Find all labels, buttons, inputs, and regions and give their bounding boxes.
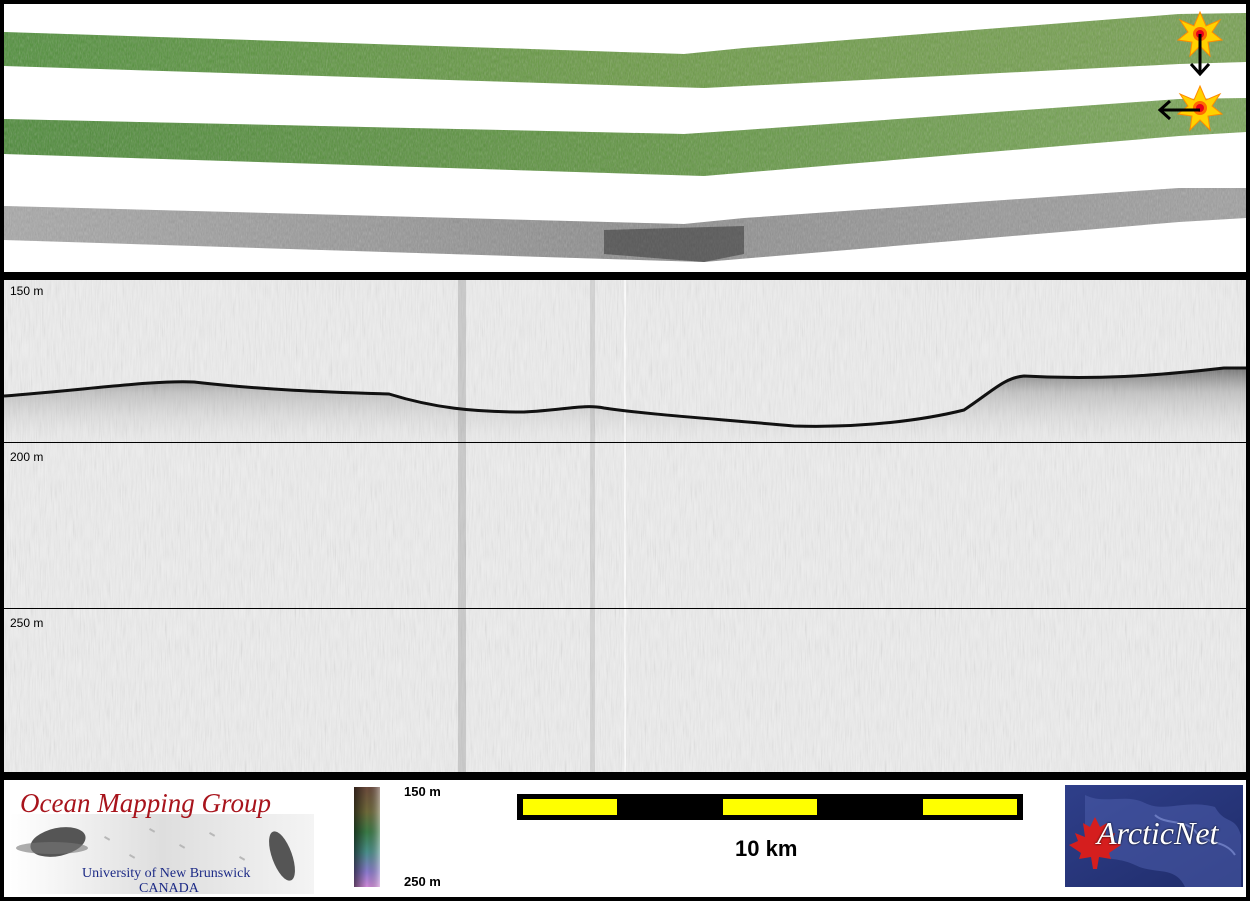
ocean-mapping-group-logo: Ocean Mapping Group University of New Br… [10,784,314,896]
scale-bar [517,794,1023,820]
maple-leaf-icon [1069,817,1121,869]
depth-colorbar [354,787,380,887]
depth-label-250: 250 m [10,616,44,630]
omg-university: University of New Brunswick [82,866,251,881]
swath-panel [4,4,1246,272]
footer-panel: Ocean Mapping Group University of New Br… [4,780,1246,897]
omg-title: Ocean Mapping Group [20,788,271,818]
seafloor-trace [4,366,1246,428]
arcticnet-text: ArcticNet [1097,815,1219,851]
colorbar-min-label: 150 m [404,784,441,799]
depth-label-150: 150 m [10,284,44,298]
arcticnet-logo: ArcticNet [1065,785,1243,887]
swath-strips [4,10,1246,262]
colorbar-max-label: 250 m [404,874,441,889]
depth-profile-panel: 150 m 200 m 250 m [4,280,1246,772]
omg-country: CANADA [139,881,199,896]
scale-bar-label: 10 km [735,836,798,861]
arrow-left-icon [1157,99,1200,121]
depth-gridline-250 [4,608,1246,609]
arrow-down-icon [1189,34,1211,77]
profile-image [4,280,1246,772]
depth-gridline-200 [4,442,1246,443]
depth-label-200: 200 m [10,450,44,464]
